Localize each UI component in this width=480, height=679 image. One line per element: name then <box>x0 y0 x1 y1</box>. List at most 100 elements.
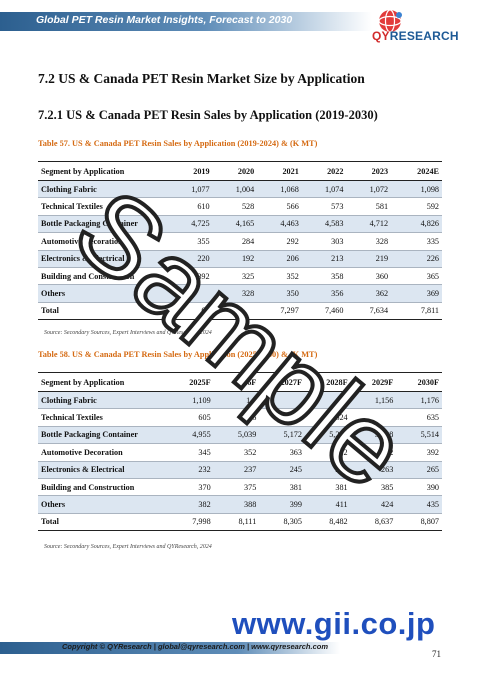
table-cell: 1,074 <box>301 180 347 199</box>
table-cell <box>304 391 351 410</box>
table-cell: 399 <box>259 495 305 514</box>
column-header: 2025F <box>168 372 214 392</box>
table-cell: 284 <box>212 232 258 251</box>
table-cell: 352 <box>213 443 260 462</box>
table-cell: 610 <box>168 197 213 216</box>
table-cell: 237 <box>213 461 260 479</box>
section-heading: 7.2 US & Canada PET Resin Market Size by… <box>38 71 365 86</box>
table-cell: 356 <box>301 284 347 303</box>
table-row: Clothing Fabric 1,109 1,1 1,156 1,176 <box>38 391 442 410</box>
table-cell: 325 <box>212 267 258 286</box>
subsection-heading: 7.2.1 US & Canada PET Resin Sales by App… <box>38 108 378 122</box>
table-cell: 263 <box>350 461 397 479</box>
table-cell: 1,1 <box>213 391 260 410</box>
table-cell: 8,111 <box>213 513 260 532</box>
table-row: Others 382 388 399 411 424 435 <box>38 495 442 514</box>
table-cell: 192 <box>212 250 258 268</box>
table-cell: 372 <box>304 443 351 462</box>
table-cell: 1,098 <box>391 180 442 199</box>
table-cell: 581 <box>346 197 392 216</box>
table-cell: 8,637 <box>350 513 397 532</box>
table-cell: 303 <box>301 232 347 251</box>
table-cell: 1,077 <box>168 180 213 199</box>
table-cell: 388 <box>213 495 260 514</box>
column-header: 2023 <box>346 161 392 181</box>
column-header: 2029F <box>350 372 397 392</box>
column-header: 2020 <box>212 161 258 181</box>
column-header: 2030F <box>396 372 442 392</box>
table-cell: 424 <box>350 495 397 514</box>
table-cell: 7,634 <box>346 302 392 321</box>
table-cell: 7,998 <box>168 513 214 532</box>
table-cell: 5,514 <box>396 426 442 445</box>
table-57-source: Source: Secondary Sources, Expert Interv… <box>44 330 212 336</box>
table-cell: 4,955 <box>168 426 214 445</box>
table-57-caption: Table 57. US & Canada PET Resin Sales by… <box>38 139 318 148</box>
table-cell: 8,482 <box>304 513 351 532</box>
table-cell: 615 <box>259 408 305 427</box>
table-cell: 4,712 <box>346 215 392 234</box>
table-cell: 1,109 <box>168 391 214 410</box>
row-label: Technical Textiles <box>38 408 168 427</box>
gii-watermark: www.gii.co.jp <box>232 606 436 641</box>
column-header: 2024E <box>391 161 442 181</box>
table-cell: 1,068 <box>257 180 302 199</box>
table-header-row: Segment by Application 2025F 2026F 2027F… <box>38 372 442 392</box>
table-cell: 328 <box>346 232 392 251</box>
footer-bar <box>0 642 340 654</box>
table-cell: 369 <box>391 284 442 303</box>
table-header-row: Segment by Application 2019 2020 2021 20… <box>38 161 442 181</box>
header-bar <box>0 12 372 31</box>
column-header: 2028F <box>304 372 351 392</box>
table-cell: 292 <box>257 232 302 251</box>
table-cell: 5,039 <box>213 426 260 445</box>
table-58-source: Source: Secondary Sources, Expert Interv… <box>44 544 212 550</box>
row-label: Others <box>38 495 168 514</box>
table-cell: 592 <box>391 197 442 216</box>
table-cell: 363 <box>259 443 305 462</box>
table-row: Bottle Packaging Container 4,955 5,039 5,17… <box>38 426 442 445</box>
table-cell: 392 <box>396 443 442 462</box>
table-cell: 360 <box>346 267 392 286</box>
table-cell: 7,297 <box>257 302 302 321</box>
table-cell <box>259 391 305 410</box>
table-cell: 4,165 <box>212 215 258 234</box>
table-cell: 392 <box>168 267 213 286</box>
table-row: Total 62 7,297 7,460 7,634 7,811 <box>38 302 442 321</box>
table-cell: 206 <box>257 250 302 268</box>
table-cell: 4,583 <box>301 215 347 234</box>
column-header: Segment by Application <box>38 372 168 392</box>
table-cell: 4,826 <box>391 215 442 234</box>
table-58-caption: Table 58. US & Canada PET Resin Sales by… <box>38 350 318 359</box>
row-label: Others <box>38 284 168 303</box>
table-cell: 4,463 <box>257 215 302 234</box>
table-row: Bottle Packaging Container 4,725 4,165 4,46… <box>38 215 442 234</box>
table-cell: 385 <box>350 478 397 497</box>
table-cell: 381 <box>304 478 351 497</box>
table-row: Electronics & Electrical 232 237 245 257 263 2… <box>38 461 442 479</box>
qyresearch-logo-icon <box>378 9 402 33</box>
table-cell: 375 <box>213 478 260 497</box>
table-row: Clothing Fabric 1,077 1,004 1,068 1,074 1,072… <box>38 180 442 199</box>
table-cell: 7,811 <box>391 302 442 321</box>
table-cell: 606 <box>213 408 260 427</box>
page-number: 71 <box>432 649 441 659</box>
report-title: Global PET Resin Market Insights, Foreca… <box>36 14 293 26</box>
column-header: 2019 <box>168 161 213 181</box>
table-cell: 245 <box>259 461 305 479</box>
row-label: Electronics & Electrical <box>38 461 168 479</box>
row-label: Automotive Decoration <box>38 232 168 251</box>
table-cell: 220 <box>168 250 213 268</box>
table-cell: 8,807 <box>396 513 442 532</box>
table-cell: 219 <box>346 250 392 268</box>
table-cell: 362 <box>346 284 392 303</box>
table-cell: 1,156 <box>350 391 397 410</box>
table-cell: 624 <box>304 408 351 427</box>
table-cell: 265 <box>396 461 442 479</box>
row-label: Technical Textiles <box>38 197 168 216</box>
table-row: Building and Construction 392 325 352 358 360… <box>38 267 442 286</box>
table-cell: 7,460 <box>301 302 347 321</box>
row-label: Total <box>38 513 168 532</box>
table-cell: 4,725 <box>168 215 213 234</box>
table-cell: 232 <box>168 461 214 479</box>
